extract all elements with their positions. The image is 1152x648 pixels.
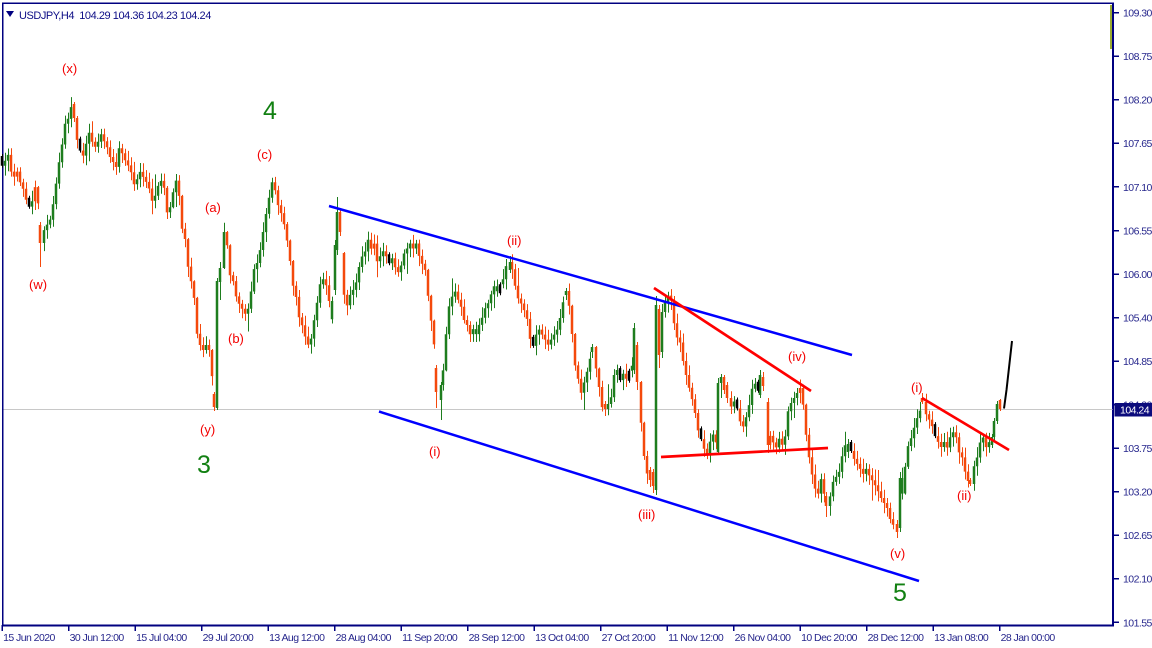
- svg-text:107.10: 107.10: [1123, 182, 1152, 194]
- svg-text:28 Jan 00:00: 28 Jan 00:00: [1001, 632, 1056, 644]
- svg-text:(ii): (ii): [507, 233, 521, 248]
- svg-text:13 Aug 12:00: 13 Aug 12:00: [269, 632, 325, 644]
- svg-text:11 Nov 12:00: 11 Nov 12:00: [668, 632, 724, 644]
- svg-text:5: 5: [893, 579, 907, 607]
- svg-text:30 Jun 12:00: 30 Jun 12:00: [70, 632, 125, 644]
- svg-text:28 Aug 04:00: 28 Aug 04:00: [336, 632, 392, 644]
- svg-text:13 Oct 04:00: 13 Oct 04:00: [535, 632, 589, 644]
- svg-text:3: 3: [197, 451, 211, 479]
- svg-text:29 Jul 20:00: 29 Jul 20:00: [203, 632, 254, 644]
- svg-text:28 Dec 12:00: 28 Dec 12:00: [868, 632, 925, 644]
- svg-text:107.65: 107.65: [1123, 138, 1152, 150]
- svg-text:102.65: 102.65: [1123, 530, 1152, 542]
- svg-text:(w): (w): [29, 277, 47, 292]
- svg-text:15 Jun 2020: 15 Jun 2020: [3, 632, 55, 644]
- svg-text:108.20: 108.20: [1123, 95, 1152, 107]
- svg-text:11 Sep 20:00: 11 Sep 20:00: [402, 632, 458, 644]
- svg-text:(c): (c): [257, 147, 272, 162]
- svg-text:(x): (x): [62, 61, 77, 76]
- svg-text:(b): (b): [228, 331, 244, 346]
- svg-text:(ii): (ii): [957, 488, 971, 503]
- svg-text:15 Jul 04:00: 15 Jul 04:00: [136, 632, 187, 644]
- svg-text:103.20: 103.20: [1123, 487, 1152, 499]
- svg-text:(v): (v): [890, 546, 905, 561]
- svg-text:4: 4: [263, 97, 277, 125]
- svg-text:102.10: 102.10: [1123, 574, 1152, 586]
- svg-text:(iv): (iv): [788, 349, 806, 364]
- svg-text:(a): (a): [205, 200, 221, 215]
- svg-text:104.85: 104.85: [1123, 356, 1152, 368]
- svg-text:13 Jan 08:00: 13 Jan 08:00: [934, 632, 989, 644]
- svg-text:(i): (i): [911, 380, 923, 395]
- svg-text:109.30: 109.30: [1123, 8, 1152, 20]
- svg-text:26 Nov 04:00: 26 Nov 04:00: [735, 632, 792, 644]
- svg-text:106.55: 106.55: [1123, 225, 1152, 237]
- svg-text:(i): (i): [429, 444, 441, 459]
- svg-text:105.40: 105.40: [1123, 312, 1152, 324]
- svg-text:101.55: 101.55: [1123, 617, 1152, 629]
- svg-text:28 Sep 12:00: 28 Sep 12:00: [469, 632, 526, 644]
- svg-text:(iii): (iii): [638, 507, 655, 522]
- svg-text:106.00: 106.00: [1123, 269, 1152, 281]
- svg-text:103.75: 103.75: [1123, 443, 1152, 455]
- svg-text:108.75: 108.75: [1123, 51, 1152, 63]
- svg-text:USDJPY,H4 104.29 104.36 104.2: USDJPY,H4 104.29 104.36 104.23 104.24: [19, 10, 211, 22]
- svg-text:104.24: 104.24: [1120, 404, 1150, 416]
- svg-text:27 Oct 20:00: 27 Oct 20:00: [602, 632, 656, 644]
- svg-text:(y): (y): [200, 422, 215, 437]
- svg-text:10 Dec 20:00: 10 Dec 20:00: [801, 632, 858, 644]
